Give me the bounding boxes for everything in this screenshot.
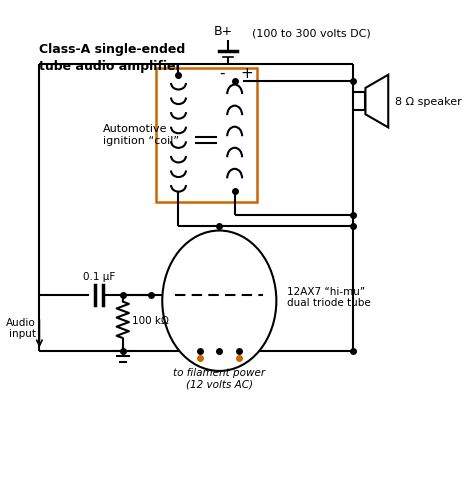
Text: Automotive
ignition “coil”: Automotive ignition “coil” bbox=[103, 124, 179, 146]
Text: 12AX7 “hi-mu”
dual triode tube: 12AX7 “hi-mu” dual triode tube bbox=[287, 286, 371, 307]
Text: (100 to 300 volts DC): (100 to 300 volts DC) bbox=[252, 29, 371, 38]
Ellipse shape bbox=[162, 231, 276, 371]
Text: 100 kΩ: 100 kΩ bbox=[132, 315, 169, 325]
Text: -: - bbox=[219, 66, 225, 81]
Text: B+: B+ bbox=[214, 25, 233, 38]
Text: to filament power
(12 volts AC): to filament power (12 volts AC) bbox=[173, 367, 265, 388]
Text: 8 Ω speaker: 8 Ω speaker bbox=[395, 97, 462, 107]
Text: Audio
input: Audio input bbox=[6, 317, 36, 339]
Bar bbox=[155, 69, 256, 203]
Text: 0.1 μF: 0.1 μF bbox=[82, 272, 115, 281]
Text: Class-A single-ended
tube audio amplifier: Class-A single-ended tube audio amplifie… bbox=[39, 43, 186, 73]
Text: +: + bbox=[241, 66, 253, 81]
